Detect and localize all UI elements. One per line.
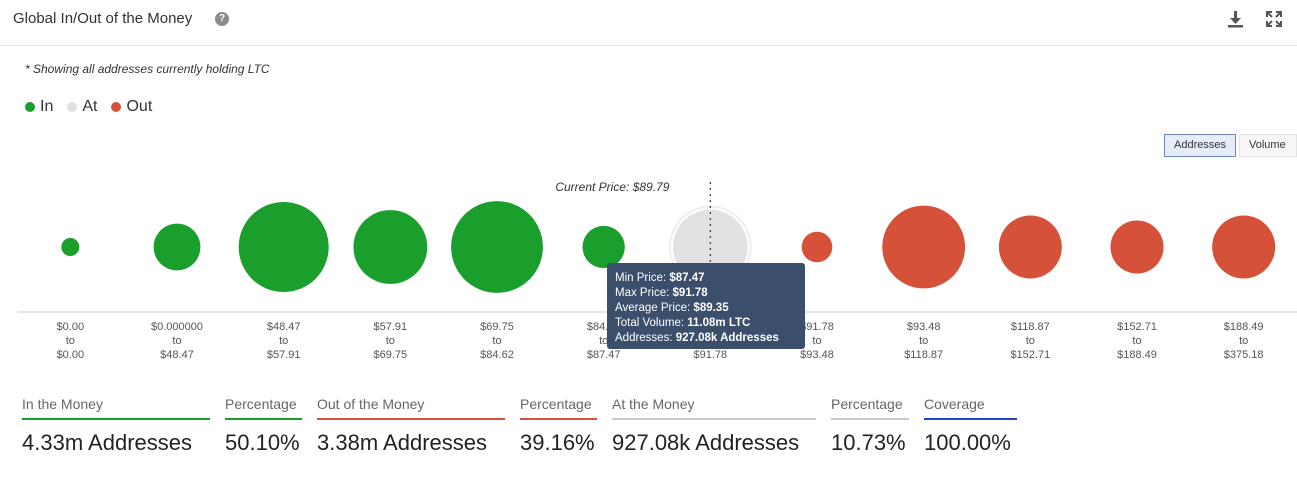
x-tick-label: to	[279, 335, 288, 347]
x-tick-label: $188.49	[1117, 349, 1157, 361]
addresses-toggle[interactable]: Addresses	[1164, 134, 1236, 157]
bubble-in[interactable]	[61, 238, 80, 256]
chart-title: Global In/Out of the Money	[13, 10, 193, 27]
x-tick-label: $84.62	[480, 349, 514, 361]
stat-out-of-the-money: Out of the Money 3.38m Addresses	[317, 396, 505, 456]
bubble-chart: $0.00 to $0.00 $0.000000 to $48.47 $48.47 to $57…	[17, 180, 1297, 361]
x-tick-label: $0.00	[57, 321, 85, 333]
bubble-out[interactable]	[1110, 220, 1164, 274]
stat-value: 39.16%	[520, 430, 595, 455]
x-tick-label: to	[1026, 335, 1035, 347]
x-tick-label: $118.87	[1011, 321, 1050, 333]
bubble-in[interactable]	[582, 225, 625, 269]
download-icon[interactable]	[1226, 10, 1244, 28]
stat-value: 927.08k Addresses	[612, 430, 800, 455]
x-tick-label: $87.47	[587, 349, 621, 361]
tooltip-max: Max Price: $91.78	[615, 287, 708, 299]
x-tick-label: to	[1132, 335, 1141, 347]
tooltip-avg: Average Price: $89.35	[615, 302, 729, 314]
legend-item-at[interactable]: At	[67, 98, 97, 116]
x-tick-label: to	[66, 335, 75, 347]
fullscreen-icon[interactable]	[1265, 10, 1283, 28]
x-tick-label: to	[1239, 335, 1248, 347]
stat-value: 4.33m Addresses	[22, 430, 192, 455]
legend-dot-out	[111, 102, 122, 112]
bubble-out[interactable]	[801, 231, 833, 263]
x-tick-label: $91.78	[694, 349, 728, 361]
x-tick-label: $375.18	[1224, 349, 1264, 361]
x-tick-label: $57.91	[374, 321, 408, 333]
x-tick-label: to	[386, 335, 395, 347]
x-tick-label: $48.47	[160, 349, 194, 361]
stat-value: 3.38m Addresses	[317, 430, 487, 455]
x-tick-label: $69.75	[374, 349, 408, 361]
bubble-in[interactable]	[153, 223, 201, 271]
bubble-in[interactable]	[353, 210, 428, 284]
legend-dot-at	[67, 102, 78, 112]
tooltip-min: Min Price: $87.47	[615, 272, 705, 284]
stat-label: Percentage	[225, 396, 302, 420]
holders-note: * Showing all addresses currently holdin…	[25, 62, 270, 76]
stat-label: Out of the Money	[317, 396, 505, 420]
current-price-label: Current Price: $89.79	[555, 180, 669, 194]
tooltip-volume: Total Volume: 11.08m LTC	[615, 317, 751, 329]
bubble-out[interactable]	[882, 205, 966, 289]
legend-label-at: At	[82, 98, 98, 115]
x-tick-label: $0.00	[57, 349, 85, 361]
stat-value: 50.10%	[225, 430, 300, 455]
bubble-out[interactable]	[998, 215, 1062, 279]
legend-label-in: In	[40, 98, 54, 115]
stat-at-percentage: Percentage 10.73%	[831, 396, 909, 456]
stat-label: Coverage	[924, 396, 1017, 420]
x-tick-label: $188.49	[1224, 321, 1264, 333]
x-tick-label: $93.48	[800, 349, 834, 361]
x-tick-label: $152.71	[1010, 349, 1050, 361]
stat-label: Percentage	[831, 396, 909, 420]
stat-in-percentage: Percentage 50.10%	[225, 396, 302, 456]
bubble-out[interactable]	[1212, 215, 1276, 279]
x-tick-label: to	[492, 335, 501, 347]
legend-item-out[interactable]: Out	[111, 98, 152, 116]
stat-label: At the Money	[612, 396, 816, 420]
help-icon[interactable]: ?	[215, 12, 229, 26]
stat-in-the-money: In the Money 4.33m Addresses	[22, 396, 210, 456]
stat-label: In the Money	[22, 396, 210, 420]
x-tick-label: $152.71	[1117, 321, 1157, 333]
x-tick-label: to	[172, 335, 181, 347]
tooltip: Min Price: $87.47 Max Price: $91.78 Aver…	[607, 263, 805, 349]
x-tick-label: $57.91	[267, 349, 301, 361]
x-tick-label: $0.000000	[151, 321, 203, 333]
volume-toggle[interactable]: Volume	[1239, 134, 1297, 157]
x-tick-label: to	[599, 335, 608, 347]
tooltip-addresses: Addresses: 927.08k Addresses	[615, 332, 779, 344]
stat-at-the-money: At the Money 927.08k Addresses	[612, 396, 816, 456]
legend-dot-in	[25, 102, 35, 112]
summary-stats: In the Money 4.33m Addresses Percentage …	[0, 396, 1297, 476]
bubble-in[interactable]	[451, 201, 543, 293]
stat-value: 10.73%	[831, 430, 906, 455]
stat-label: Percentage	[520, 396, 597, 420]
x-tick-label: $93.48	[907, 321, 941, 333]
x-tick-label: to	[919, 335, 928, 347]
stat-out-percentage: Percentage 39.16%	[520, 396, 597, 456]
chart-legend: In At Out	[25, 98, 152, 116]
legend-label-out: Out	[126, 98, 153, 115]
legend-item-in[interactable]: In	[25, 98, 53, 116]
x-tick-label: $91.78	[800, 321, 834, 333]
x-tick-label: $118.87	[904, 349, 943, 361]
x-tick-label: $48.47	[267, 321, 301, 333]
x-tick-label: $69.75	[480, 321, 514, 333]
bubble-in[interactable]	[238, 202, 329, 292]
stat-coverage: Coverage 100.00%	[924, 396, 1017, 456]
stat-value: 100.00%	[924, 430, 1011, 455]
x-tick-label: to	[812, 335, 821, 347]
chart-header: Global In/Out of the Money ?	[0, 0, 1297, 46]
